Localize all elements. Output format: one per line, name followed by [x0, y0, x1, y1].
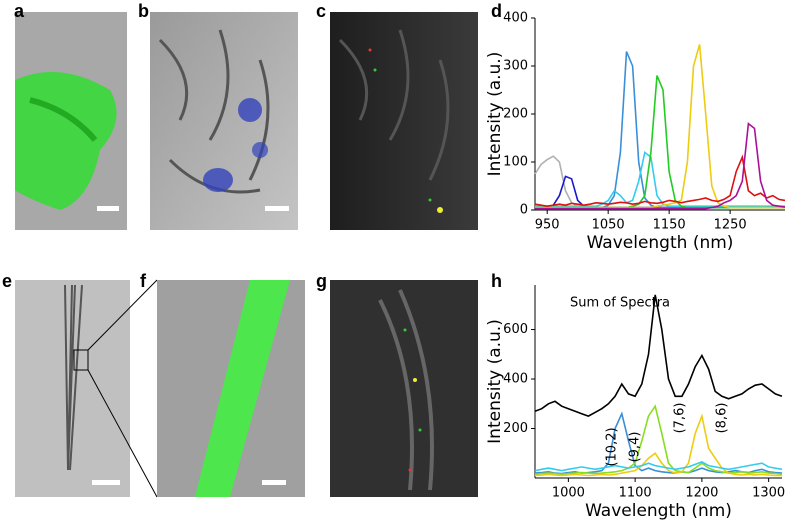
panel-label: e	[2, 271, 12, 291]
y-tick-label: 300	[503, 59, 528, 74]
annotation: Sum of Spectra	[570, 296, 670, 311]
x-axis-label: Wavelength (nm)	[585, 501, 732, 521]
y-axis-label: Intensity (a.u.)	[485, 319, 505, 444]
spectrum-line	[535, 150, 785, 207]
spectrum-line	[535, 44, 785, 209]
image-f	[157, 280, 305, 497]
image-e	[15, 279, 158, 498]
y-tick-label: 400	[503, 11, 528, 26]
spectrum-line	[534, 154, 786, 208]
image-g	[330, 280, 478, 497]
y-tick-label: 400	[503, 372, 528, 387]
spectrum-line	[534, 413, 782, 477]
annotation: (10,2)	[605, 427, 620, 466]
x-tick-label: 1150	[653, 218, 686, 233]
annotation: (7,6)	[673, 403, 688, 434]
image-a	[15, 12, 127, 230]
panel-label: g	[316, 271, 327, 291]
y-tick-label: 200	[503, 107, 528, 122]
spectrum-line	[535, 122, 786, 210]
annotation: (8,6)	[715, 403, 730, 434]
x-tick-label: 950	[535, 218, 560, 233]
panel-label: f	[140, 271, 147, 291]
panel-label: d	[491, 1, 502, 21]
x-tick-label: 1000	[552, 486, 585, 501]
y-tick-label: 100	[503, 155, 528, 170]
y-tick-label: 600	[503, 322, 528, 337]
panel-label: a	[14, 1, 25, 21]
panel-label: b	[138, 1, 149, 21]
spectrum-line	[534, 294, 783, 417]
x-tick-label: 1300	[752, 486, 785, 501]
panel-label: h	[491, 271, 502, 291]
annotation: (9,4)	[628, 432, 643, 463]
spectrum-line	[534, 404, 783, 476]
x-tick-label: 1250	[714, 218, 747, 233]
y-axis-label: Intensity (a.u.)	[485, 52, 505, 177]
y-tick-label: 200	[503, 421, 528, 436]
spectrum-line	[534, 461, 783, 472]
x-axis-label: Wavelength (nm)	[587, 233, 734, 253]
image-c	[330, 12, 478, 230]
x-tick-label: 1200	[685, 486, 718, 501]
x-tick-label: 1100	[619, 486, 652, 501]
x-tick-label: 1050	[592, 218, 625, 233]
y-tick-label: 0	[520, 203, 528, 218]
panel-label: c	[316, 1, 326, 21]
image-b	[150, 12, 298, 230]
